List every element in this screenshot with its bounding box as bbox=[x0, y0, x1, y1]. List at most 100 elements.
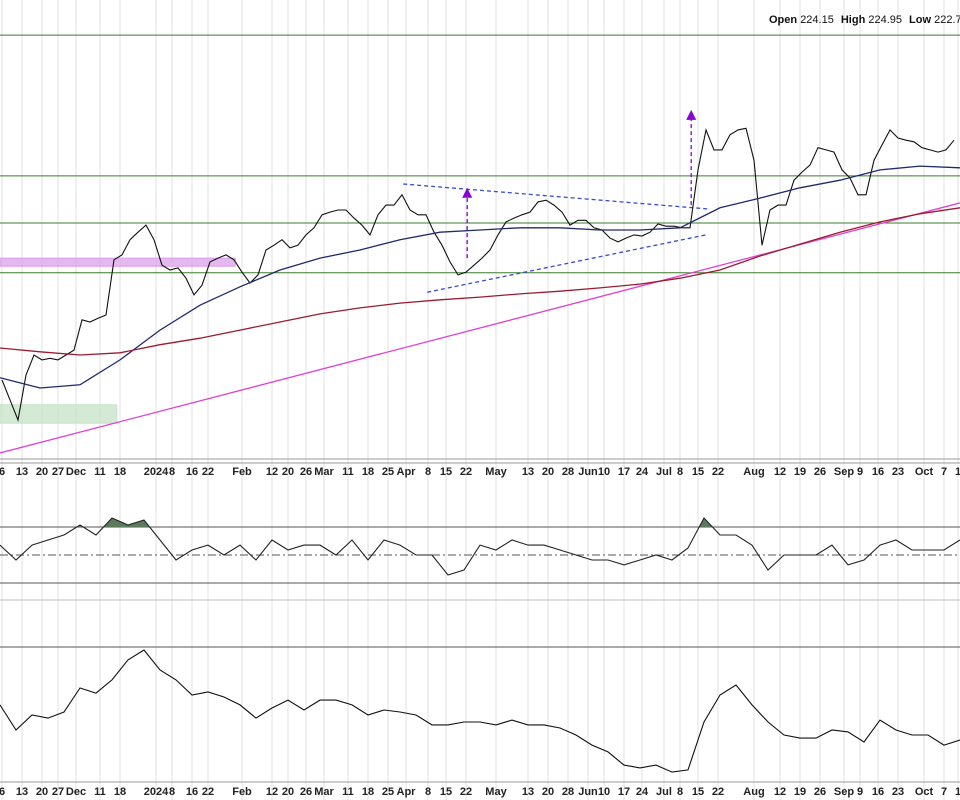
x-tick-label: Jun bbox=[578, 466, 598, 478]
moving-average bbox=[0, 207, 960, 356]
x-tick-label: 23 bbox=[892, 786, 904, 798]
x-tick-label: 26 bbox=[300, 466, 312, 478]
zone bbox=[0, 257, 236, 267]
x-tick-label: Jul bbox=[656, 466, 672, 478]
x-tick-label: May bbox=[485, 466, 507, 478]
x-tick-label: 27 bbox=[52, 786, 64, 798]
x-tick-label: 15 bbox=[440, 786, 452, 798]
x-tick-label: Feb bbox=[232, 466, 252, 478]
x-tick-label: Sep bbox=[834, 466, 854, 478]
x-tick-label: 28 bbox=[562, 466, 574, 478]
x-tick-label: 10 bbox=[598, 786, 610, 798]
x-tick-label: 13 bbox=[16, 466, 28, 478]
arrow-head bbox=[462, 187, 473, 198]
x-tick-label: 11 bbox=[94, 786, 106, 798]
x-tick-label: 9 bbox=[857, 466, 863, 478]
x-tick-label: 11 bbox=[94, 466, 106, 478]
ohlc-label: Open bbox=[769, 14, 798, 26]
x-tick-label: 18 bbox=[362, 786, 374, 798]
ohlc-value: 222.7 bbox=[934, 14, 960, 26]
x-tick-label: 18 bbox=[114, 466, 126, 478]
x-tick-label: 15 bbox=[440, 466, 452, 478]
x-tick-label: 8 bbox=[425, 466, 431, 478]
x-tick-label: 8 bbox=[425, 786, 431, 798]
x-tick-label: 1 bbox=[955, 786, 960, 798]
x-tick-label: 22 bbox=[202, 466, 214, 478]
x-tick-label: 16 bbox=[186, 786, 198, 798]
x-tick-label: 18 bbox=[362, 466, 374, 478]
x-tick-label: 8 bbox=[169, 786, 175, 798]
x-tick-label: 26 bbox=[814, 466, 826, 478]
trendline bbox=[403, 183, 708, 210]
x-tick-label: 11 bbox=[342, 466, 354, 478]
x-tick-label: May bbox=[485, 786, 507, 798]
price-line bbox=[1, 127, 955, 422]
x-tick-label: 23 bbox=[892, 466, 904, 478]
x-tick-label: Mar bbox=[314, 466, 334, 478]
x-tick-label: 12 bbox=[266, 466, 278, 478]
x-tick-label: 8 bbox=[677, 466, 683, 478]
x-tick-label: 18 bbox=[114, 786, 126, 798]
x-tick-label: 12 bbox=[774, 786, 786, 798]
x-tick-label: Jul bbox=[656, 786, 672, 798]
x-tick-label: Oct bbox=[915, 786, 934, 798]
x-tick-label: 25 bbox=[382, 786, 394, 798]
x-tick-label: 20 bbox=[542, 786, 554, 798]
x-tick-label: 22 bbox=[712, 786, 724, 798]
indicator-line bbox=[0, 517, 960, 576]
x-tick-label: 25 bbox=[382, 466, 394, 478]
x-tick-label: 16 bbox=[186, 466, 198, 478]
x-tick-label: 2024 bbox=[144, 786, 169, 798]
x-tick-label: 19 bbox=[794, 786, 806, 798]
x-tick-label: 7 bbox=[941, 786, 947, 798]
x-tick-label: Oct bbox=[915, 466, 934, 478]
x-tick-label: 13 bbox=[16, 786, 28, 798]
trendline bbox=[0, 202, 960, 454]
x-tick-label: Dec bbox=[66, 786, 86, 798]
x-tick-label: Sep bbox=[834, 786, 854, 798]
x-tick-label: Jun bbox=[578, 786, 598, 798]
x-tick-label: 16 bbox=[872, 466, 884, 478]
x-tick-label: 22 bbox=[460, 786, 472, 798]
x-tick-label: Apr bbox=[397, 786, 417, 798]
x-tick-label: 26 bbox=[814, 786, 826, 798]
arrow-head bbox=[686, 109, 697, 120]
x-tick-label: Apr bbox=[397, 466, 417, 478]
ohlc-label: Low bbox=[909, 14, 932, 26]
x-tick-label: 12 bbox=[266, 786, 278, 798]
trendline bbox=[427, 234, 707, 293]
x-tick-label: 27 bbox=[52, 466, 64, 478]
x-tick-label: 20 bbox=[36, 786, 48, 798]
x-tick-label: 10 bbox=[598, 466, 610, 478]
x-tick-label: 24 bbox=[636, 786, 649, 798]
ohlc-value: 224.15 bbox=[800, 14, 834, 26]
ohlc-value: 224.95 bbox=[868, 14, 903, 26]
x-tick-label: 24 bbox=[636, 466, 649, 478]
x-tick-label: Feb bbox=[232, 786, 252, 798]
x-tick-label: 9 bbox=[857, 786, 863, 798]
x-tick-label: 17 bbox=[618, 786, 630, 798]
x-tick-label: 22 bbox=[202, 786, 214, 798]
x-tick-label: 7 bbox=[941, 466, 947, 478]
x-tick-label: 17 bbox=[618, 466, 630, 478]
x-tick-label: 6 bbox=[0, 466, 5, 478]
x-tick-label: 15 bbox=[692, 786, 704, 798]
zone bbox=[0, 404, 118, 424]
x-tick-label: 22 bbox=[712, 466, 724, 478]
x-tick-label: 20 bbox=[36, 466, 48, 478]
ohlc-header: Open 224.15 High 224.95 Low 222.7 bbox=[769, 14, 960, 26]
x-tick-label: 13 bbox=[522, 786, 534, 798]
x-tick-label: 2024 bbox=[144, 466, 169, 478]
indicator-line bbox=[0, 649, 960, 773]
x-tick-label: 13 bbox=[522, 466, 534, 478]
x-tick-label: 26 bbox=[300, 786, 312, 798]
x-tick-label: 1 bbox=[955, 466, 960, 478]
x-tick-label: Dec bbox=[66, 466, 86, 478]
x-tick-label: Aug bbox=[743, 786, 764, 798]
x-tick-label: 16 bbox=[872, 786, 884, 798]
ohlc-label: High bbox=[840, 14, 866, 26]
x-tick-label: Aug bbox=[743, 466, 764, 478]
x-tick-label: 19 bbox=[794, 466, 806, 478]
x-tick-label: 20 bbox=[282, 786, 294, 798]
